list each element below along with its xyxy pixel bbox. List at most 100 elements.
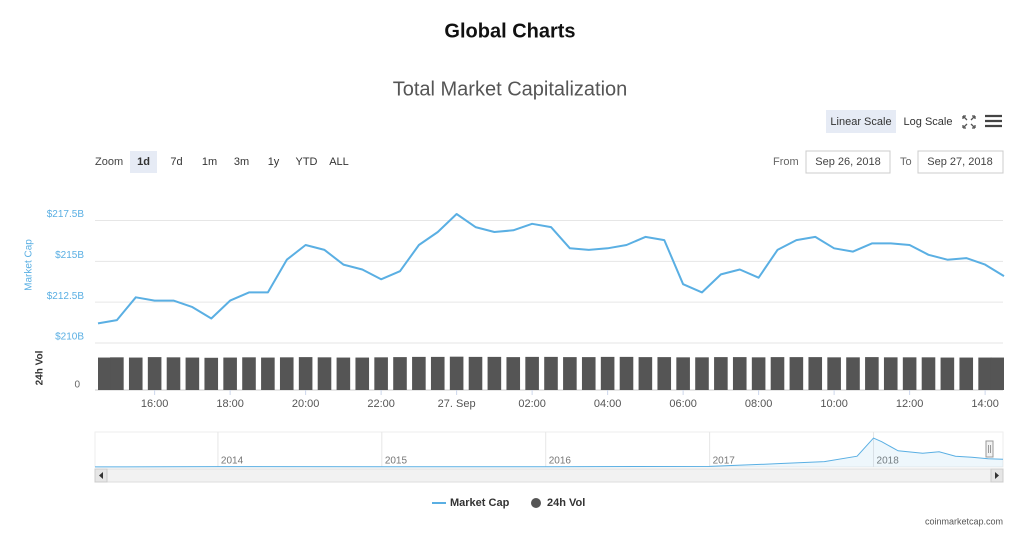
handle-box [985,440,994,458]
zoom-button[interactable]: 1d [130,151,157,173]
zoom-button[interactable]: YTD [296,156,318,168]
volume-bar [940,357,955,390]
fullscreen-icon [962,115,976,129]
x-tick-label: 22:00 [367,398,395,410]
volume-bar [921,357,936,390]
legend-item[interactable]: 24h Vol [531,497,585,509]
volume-bar [430,356,445,390]
button-label: ALL [329,156,349,168]
volume-bar [732,357,747,390]
volume-bar [355,357,370,390]
y-tick-label: $210B [55,332,84,343]
volume-bar [128,357,143,390]
volume-bar [600,356,615,390]
navigator-tick-label: 2014 [221,456,244,467]
chart-title: Total Market Capitalization [393,78,628,100]
zoom-label: Zoom [95,156,123,168]
volume-bar [714,357,728,390]
button-label: 1m [202,156,217,168]
from-input[interactable]: Sep 26, 2018 [805,150,891,174]
volume-bar [468,356,483,390]
y2-axis-label: 24h Vol [35,350,46,385]
legend-item[interactable]: Market Cap [432,497,510,509]
volume-bar [317,357,332,390]
log-scale-button[interactable]: Log Scale [904,116,953,128]
button-label: 3m [234,156,249,168]
volume-bar [336,357,351,390]
y-axis-label: Market Cap [24,239,35,291]
volume-bar [846,357,860,390]
x-tick-label: 08:00 [745,398,773,410]
volume-bar [959,357,974,390]
navigator-tick-label: 2016 [549,456,572,467]
legend-label: Market Cap [450,497,510,509]
volume-bar [279,357,294,390]
volume-bar [808,357,823,390]
volume-bar [770,357,785,390]
x-tick-label: 18:00 [216,398,244,410]
volume-bar [525,356,539,390]
y-tick-label: $217.5B [47,209,85,220]
to-input[interactable]: Sep 27, 2018 [917,150,1004,174]
x-tick-label: 12:00 [896,398,924,410]
volume-bar [789,357,804,390]
volume-bar [544,356,558,390]
x-tick-label: 14:00 [971,398,999,410]
fullscreen-button[interactable] [962,115,976,129]
volume-bar [185,357,200,390]
volume-bar [393,357,407,390]
volume-bar [223,357,237,390]
y2-tick-label: 0 [74,380,80,391]
zoom-buttons: 1d 7d 1m 3m 1y YTD ALL [130,151,349,173]
y-tick-label: $212.5B [47,291,85,302]
navigator-area [95,438,1003,467]
volume-bar [883,357,898,390]
x-tick-label: 10:00 [820,398,848,410]
page-heading: Global Charts [444,20,575,42]
volume-bar [619,356,634,390]
scrollbar[interactable] [94,468,1004,483]
to-label: To [900,156,912,168]
volume-bar [449,356,464,390]
volume-bar [657,357,672,390]
volume-bar [261,357,275,390]
volume-bar [98,357,112,390]
volume-bar [147,357,162,390]
x-tick-label: 04:00 [594,398,622,410]
zoom-button[interactable]: ALL [329,156,349,168]
navigator-tick-label: 2017 [713,456,736,467]
volume-bar [751,357,766,390]
credit: coinmarketcap.com [925,516,1003,526]
volume-bar [902,357,917,390]
line-series [97,213,1005,325]
volume-bar [865,357,879,390]
button-label: 7d [170,156,182,168]
x-tick-label: 02:00 [518,398,546,410]
volume-bar [487,356,502,390]
volume-bar [827,357,841,390]
x-tick-label: 27. Sep [438,398,476,410]
zoom-button[interactable]: 3m [234,156,249,168]
x-tick-label: 20:00 [292,398,320,410]
from-label: From [773,156,799,168]
x-tick-label: 16:00 [141,398,169,410]
volume-bar [374,357,388,390]
arrow-icon [995,472,999,479]
zoom-button[interactable]: 1m [202,156,217,168]
menu-button[interactable] [985,114,1002,128]
x-tick-label: 06:00 [669,398,697,410]
zoom-button[interactable]: 1y [268,156,280,168]
navigator-line [94,437,1004,468]
arrow-icon [99,472,103,479]
navigator-handle[interactable] [985,440,994,458]
volume-bar [204,357,219,390]
input-value: Sep 27, 2018 [927,156,992,168]
scrollbar-track [94,468,1004,483]
input-box [917,150,1004,174]
zoom-button[interactable]: 7d [170,156,182,168]
linear-scale-button[interactable]: Linear Scale [826,110,896,133]
volume-bar [676,357,690,390]
navigator-tick-label: 2015 [385,456,408,467]
button-label: Log Scale [904,116,953,128]
